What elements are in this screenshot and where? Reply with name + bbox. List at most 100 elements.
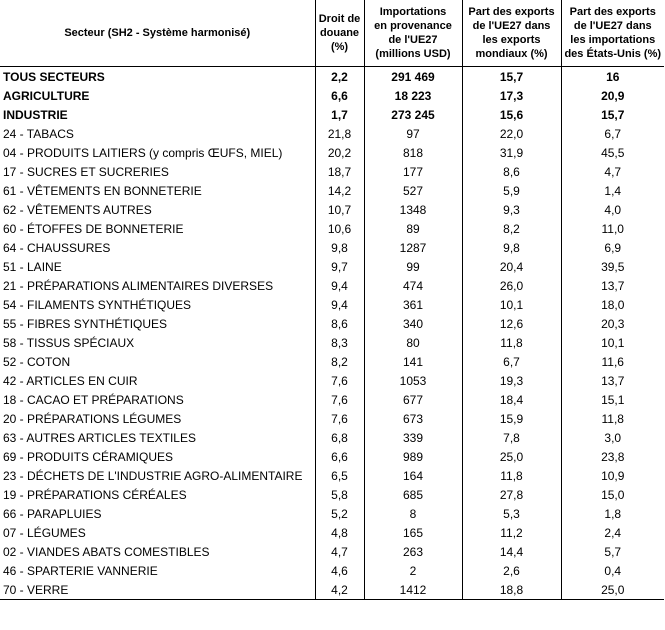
table-row: 07 - LÉGUMES 4,8 165 11,2 2,4 — [0, 523, 664, 542]
value-cell: 291 469 — [363, 66, 462, 86]
table-row: 19 - PRÉPARATIONS CÉRÉALES 5,8 685 27,8 15,0 — [0, 485, 664, 504]
header-cell: Secteur (SH2 - Système harmonisé) — [0, 0, 315, 67]
value-cell: 0,4 — [560, 561, 664, 580]
sector-cell: 07 - LÉGUMES — [3, 525, 86, 540]
header-line: de l'UE27 — [388, 34, 438, 46]
table-body: TOUS SECTEURS 2,2 291 469 15,7 16 AGRICULTURE… — [0, 66, 664, 600]
value-cell: 26,0 — [461, 276, 561, 295]
value-cell: 80 — [363, 333, 462, 352]
value-cell: 2,4 — [560, 523, 664, 542]
header-line: douane — [319, 27, 360, 39]
value-cell: 4,2 — [314, 580, 364, 600]
value-cell: 19,3 — [461, 371, 561, 390]
value-cell: 9,4 — [314, 276, 364, 295]
value-cell: 5,3 — [461, 504, 561, 523]
header-cell: Part des exports de l'UE27 dans les export… — [461, 0, 561, 67]
value-cell: 20,2 — [314, 143, 364, 162]
header-line: Part des exports — [468, 6, 555, 18]
value-cell: 5,2 — [314, 504, 364, 523]
value-cell: 165 — [363, 523, 462, 542]
value-cell: 18 223 — [363, 86, 462, 105]
value-cell: 1053 — [363, 371, 462, 390]
value-cell: 7,6 — [314, 371, 364, 390]
header-line: Secteur (SH2 - Système harmonisé) — [64, 27, 251, 39]
value-cell: 8,2 — [461, 219, 561, 238]
value-cell: 11,8 — [560, 409, 664, 428]
value-cell: 474 — [363, 276, 462, 295]
value-cell: 11,8 — [461, 466, 561, 485]
value-cell: 45,5 — [560, 143, 664, 162]
value-cell: 673 — [363, 409, 462, 428]
sector-cell: 04 - PRODUITS LAITIERS (y compris ŒUFS, … — [3, 145, 283, 160]
sector-cell: 51 - LAINE — [3, 259, 62, 274]
header-line: en provenance — [374, 20, 452, 32]
value-cell: 8,2 — [314, 352, 364, 371]
sector-cell: 63 - AUTRES ARTICLES TEXTILES — [3, 430, 196, 445]
value-cell: 141 — [363, 352, 462, 371]
value-cell: 11,8 — [461, 333, 561, 352]
value-cell: 89 — [363, 219, 462, 238]
value-cell: 7,6 — [314, 409, 364, 428]
value-cell: 14,4 — [461, 542, 561, 561]
value-cell: 263 — [363, 542, 462, 561]
data-table: Secteur (SH2 - Système harmonisé) Droit d… — [0, 0, 664, 600]
table-row: 18 - CACAO ET PRÉPARATIONS 7,6 677 18,4 15,1 — [0, 390, 664, 409]
value-cell: 10,7 — [314, 200, 364, 219]
value-cell: 685 — [363, 485, 462, 504]
value-cell: 27,8 — [461, 485, 561, 504]
value-cell: 4,7 — [314, 542, 364, 561]
value-cell: 8,6 — [314, 314, 364, 333]
value-cell: 23,8 — [560, 447, 664, 466]
value-cell: 2 — [363, 561, 462, 580]
value-cell: 22,0 — [461, 124, 561, 143]
value-cell: 1,8 — [560, 504, 664, 523]
value-cell: 17,3 — [461, 86, 561, 105]
value-cell: 1,7 — [314, 105, 364, 124]
value-cell: 7,8 — [461, 428, 561, 447]
value-cell: 15,1 — [560, 390, 664, 409]
header-line: Importations — [379, 6, 447, 18]
value-cell: 20,4 — [461, 257, 561, 276]
value-cell: 677 — [363, 390, 462, 409]
value-cell: 6,6 — [314, 447, 364, 466]
value-cell: 1,4 — [560, 181, 664, 200]
sector-cell: 18 - CACAO ET PRÉPARATIONS — [3, 392, 184, 407]
value-cell: 4,0 — [560, 200, 664, 219]
table-row: 24 - TABACS 21,8 97 22,0 6,7 — [0, 124, 664, 143]
value-cell: 9,4 — [314, 295, 364, 314]
value-cell: 16 — [560, 66, 664, 86]
value-cell: 11,2 — [461, 523, 561, 542]
sector-cell: 17 - SUCRES ET SUCRERIES — [3, 164, 169, 179]
table-row: 60 - ÉTOFFES DE BONNETERIE 10,6 89 8,2 11,0 — [0, 219, 664, 238]
sector-cell: 52 - COTON — [3, 354, 71, 369]
value-cell: 15,9 — [461, 409, 561, 428]
table-row: 64 - CHAUSSURES 9,8 1287 9,8 6,9 — [0, 238, 664, 257]
table-row: 21 - PRÉPARATIONS ALIMENTAIRES DIVERSES 9… — [0, 276, 664, 295]
value-cell: 273 245 — [363, 105, 462, 124]
value-cell: 15,7 — [461, 66, 561, 86]
table-row: 51 - LAINE 9,7 99 20,4 39,5 — [0, 257, 664, 276]
table-row: 17 - SUCRES ET SUCRERIES 18,7 177 8,6 4,7 — [0, 162, 664, 181]
header-line: Droit de — [318, 13, 361, 25]
value-cell: 2,2 — [314, 66, 364, 86]
table-row: 46 - SPARTERIE VANNERIE 4,6 2 2,6 0,4 — [0, 561, 664, 580]
value-cell: 6,9 — [560, 238, 664, 257]
value-cell: 21,8 — [314, 124, 364, 143]
table-row: 66 - PARAPLUIES 5,2 8 5,3 1,8 — [0, 504, 664, 523]
value-cell: 13,7 — [560, 276, 664, 295]
table-row: 20 - PRÉPARATIONS LÉGUMES 7,6 673 15,9 11,8 — [0, 409, 664, 428]
sector-cell: INDUSTRIE — [3, 107, 68, 122]
sector-cell: 54 - FILAMENTS SYNTHÉTIQUES — [3, 297, 192, 312]
sector-cell: 19 - PRÉPARATIONS CÉRÉALES — [3, 487, 187, 502]
value-cell: 11,6 — [560, 352, 664, 371]
header-line: (millions USD) — [375, 48, 451, 60]
value-cell: 39,5 — [560, 257, 664, 276]
value-cell: 99 — [363, 257, 462, 276]
table-row: 55 - FIBRES SYNTHÉTIQUES 8,6 340 12,6 20,3 — [0, 314, 664, 333]
sector-cell: 42 - ARTICLES EN CUIR — [3, 373, 138, 388]
header-cell: Part des exports de l'UE27 dans les import… — [560, 0, 664, 67]
value-cell: 1348 — [363, 200, 462, 219]
header-line: de l'UE27 dans — [573, 20, 652, 32]
sector-cell: 58 - TISSUS SPÉCIAUX — [3, 335, 135, 350]
